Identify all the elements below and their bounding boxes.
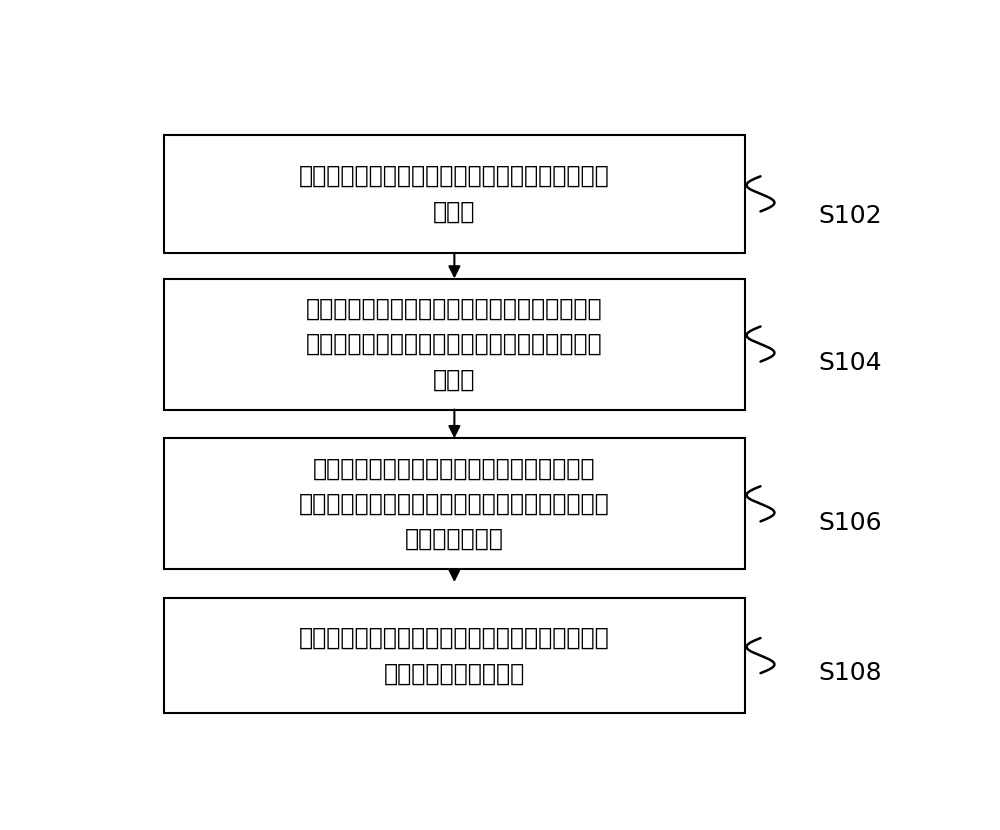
FancyBboxPatch shape [164,279,745,409]
FancyBboxPatch shape [164,598,745,713]
FancyBboxPatch shape [164,134,745,253]
Text: 遍历各个第一数据库的第一配置信息，并依据各
个第一配置信息分别生成与第一数据库对应的第
一任务: 遍历各个第一数据库的第一配置信息，并依据各 个第一配置信息分别生成与第一数据库对… [306,296,603,392]
Text: S106: S106 [819,511,882,535]
Text: S104: S104 [819,351,882,375]
Text: S108: S108 [819,661,882,685]
Text: 获取每个第一数据库中的元数据和第二配置信
息，依据元数据和第二配置信息生成第二任务，得
到多个第二任务: 获取每个第一数据库中的元数据和第二配置信 息，依据元数据和第二配置信息生成第二任… [299,457,610,551]
Text: 依据每个第二数据表生成第三任务，得到多个第三
任务，并执行第三任务: 依据每个第二数据表生成第三任务，得到多个第三 任务，并执行第三任务 [299,626,610,686]
FancyBboxPatch shape [164,438,745,569]
Text: S102: S102 [819,204,882,228]
Text: 确定待同步至数据湖的第一数据库，得到多个第一
数据库: 确定待同步至数据湖的第一数据库，得到多个第一 数据库 [299,164,610,223]
